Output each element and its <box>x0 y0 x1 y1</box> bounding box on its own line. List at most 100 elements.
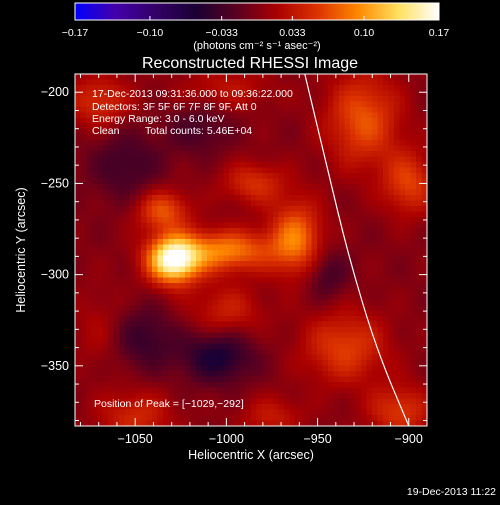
heatmap-cell <box>251 195 258 202</box>
heatmap-cell <box>234 74 241 81</box>
heatmap-cell <box>366 167 373 174</box>
heatmap-cell <box>416 343 423 350</box>
heatmap-cell <box>317 277 324 284</box>
heatmap-cell <box>388 195 395 202</box>
heatmap-cell <box>163 349 170 356</box>
heatmap-cell <box>377 96 384 103</box>
heatmap-cell <box>168 123 175 130</box>
heatmap-cell <box>196 189 203 196</box>
heatmap-cell <box>289 272 296 279</box>
heatmap-cell <box>273 338 280 345</box>
heatmap-cell <box>196 360 203 367</box>
heatmap-cell <box>185 343 192 350</box>
heatmap-cell <box>344 261 351 268</box>
heatmap-cell <box>399 167 406 174</box>
heatmap-cell <box>141 211 148 218</box>
heatmap-cell <box>152 184 159 191</box>
heatmap-cell <box>350 217 357 224</box>
heatmap-cell <box>328 101 335 108</box>
heatmap-cell <box>97 211 104 218</box>
heatmap-cell <box>256 228 263 235</box>
heatmap-cell <box>350 332 357 339</box>
heatmap-cell <box>135 393 142 400</box>
heatmap-cell <box>168 250 175 257</box>
heatmap-cell <box>383 151 390 158</box>
heatmap-cell <box>163 200 170 207</box>
heatmap-cell <box>289 200 296 207</box>
heatmap-cell <box>361 255 368 262</box>
heatmap-cell <box>168 195 175 202</box>
heatmap-cell <box>416 316 423 323</box>
heatmap-cell <box>284 189 291 196</box>
heatmap-cell <box>306 409 313 416</box>
heatmap-cell <box>234 96 241 103</box>
heatmap-cell <box>234 288 241 295</box>
heatmap-cell <box>289 233 296 240</box>
heatmap-cell <box>306 415 313 422</box>
heatmap-cell <box>240 239 247 246</box>
heatmap-cell <box>278 173 285 180</box>
heatmap-cell <box>218 338 225 345</box>
heatmap-cell <box>416 255 423 262</box>
heatmap-cell <box>201 272 208 279</box>
heatmap-cell <box>300 239 307 246</box>
heatmap-cell <box>113 305 120 312</box>
heatmap-cell <box>410 349 417 356</box>
heatmap-cell <box>350 327 357 334</box>
heatmap-cell <box>163 294 170 301</box>
heatmap-cell <box>146 195 153 202</box>
heatmap-cell <box>218 118 225 125</box>
heatmap-cell <box>399 266 406 273</box>
heatmap-cell <box>179 217 186 224</box>
heatmap-cell <box>179 167 186 174</box>
heatmap-cell <box>124 266 131 273</box>
heatmap-cell <box>185 365 192 372</box>
heatmap-cell <box>289 134 296 141</box>
heatmap-cell <box>355 167 362 174</box>
heatmap-cell <box>410 316 417 323</box>
heatmap-cell <box>124 239 131 246</box>
heatmap-cell <box>130 376 137 383</box>
heatmap-cell <box>399 129 406 136</box>
heatmap-cell <box>135 156 142 163</box>
heatmap-cell <box>86 211 93 218</box>
heatmap-cell <box>416 211 423 218</box>
heatmap-cell <box>388 404 395 411</box>
clean-label: Clean <box>92 125 120 137</box>
heatmap-cell <box>179 145 186 152</box>
heatmap-cell <box>212 327 219 334</box>
heatmap-cell <box>119 217 126 224</box>
heatmap-cell <box>174 360 181 367</box>
heatmap-cell <box>350 162 357 169</box>
heatmap-cell <box>190 79 197 86</box>
heatmap-cell <box>185 123 192 130</box>
heatmap-cell <box>361 398 368 405</box>
heatmap-cell <box>218 415 225 422</box>
heatmap-cell <box>377 184 384 191</box>
heatmap-cell <box>273 74 280 81</box>
heatmap-cell <box>163 189 170 196</box>
heatmap-cell <box>256 327 263 334</box>
heatmap-cell <box>223 173 230 180</box>
heatmap-cell <box>289 211 296 218</box>
heatmap-cell <box>223 123 230 130</box>
heatmap-cell <box>102 233 109 240</box>
heatmap-cell <box>185 332 192 339</box>
heatmap-cell <box>223 360 230 367</box>
heatmap-cell <box>168 382 175 389</box>
heatmap-cell <box>311 415 318 422</box>
heatmap-cell <box>421 393 427 400</box>
heatmap-cell <box>377 299 384 306</box>
heatmap-cell <box>394 404 401 411</box>
heatmap-cell <box>251 244 258 251</box>
heatmap-cell <box>317 239 324 246</box>
heatmap-cell <box>218 140 225 147</box>
heatmap-cell <box>300 184 307 191</box>
heatmap-cell <box>383 228 390 235</box>
heatmap-cell <box>350 222 357 229</box>
heatmap-cell <box>273 118 280 125</box>
heatmap-cell <box>207 382 214 389</box>
heatmap-cell <box>295 74 302 81</box>
x-tick-label: −1000 <box>209 432 244 446</box>
heatmap-cell <box>361 393 368 400</box>
